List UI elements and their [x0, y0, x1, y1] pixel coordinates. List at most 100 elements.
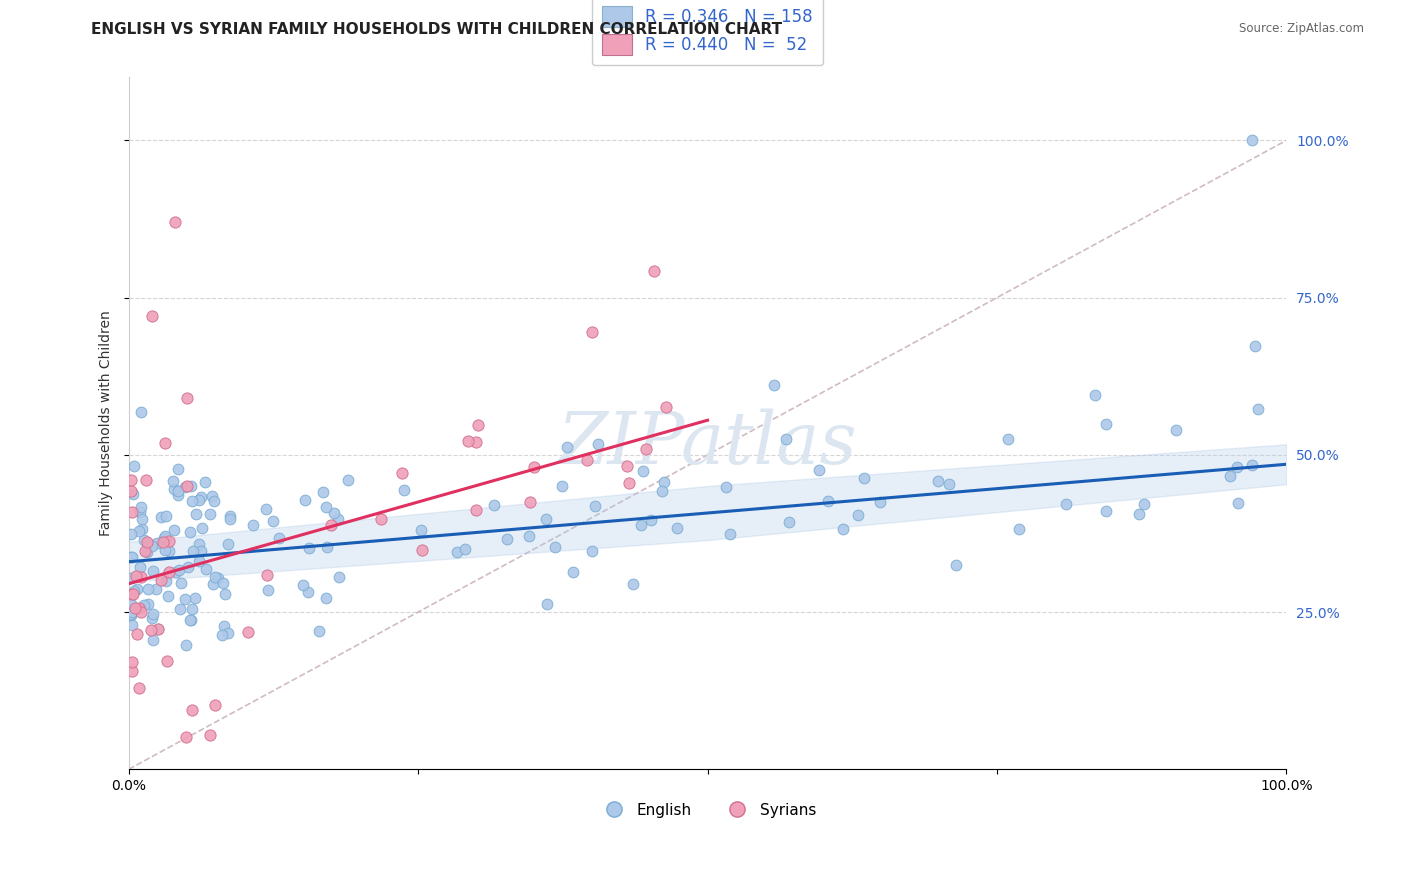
Point	[586, 437, 609, 451]
Point	[204, 698, 226, 712]
Point	[121, 664, 143, 678]
Point	[122, 487, 145, 501]
Point	[665, 521, 688, 535]
Point	[323, 506, 346, 520]
Point	[157, 566, 180, 580]
Point	[129, 405, 152, 419]
Point	[132, 598, 155, 612]
Point	[496, 532, 519, 546]
Point	[121, 618, 143, 632]
Point	[517, 528, 540, 542]
Point	[141, 539, 163, 553]
Text: ENGLISH VS SYRIAN FAMILY HOUSEHOLDS WITH CHILDREN CORRELATION CHART: ENGLISH VS SYRIAN FAMILY HOUSEHOLDS WITH…	[91, 22, 783, 37]
Text: Source: ZipAtlas.com: Source: ZipAtlas.com	[1239, 22, 1364, 36]
Point	[136, 597, 159, 611]
Point	[619, 476, 641, 491]
Point	[1247, 402, 1270, 417]
Point	[315, 540, 337, 554]
Point	[945, 558, 967, 572]
Point	[141, 611, 163, 625]
Point	[131, 522, 153, 536]
Point	[1132, 498, 1154, 512]
Point	[775, 432, 797, 446]
Point	[640, 513, 662, 527]
Point	[1240, 133, 1263, 147]
Point	[128, 601, 150, 615]
Point	[120, 526, 142, 541]
Point	[157, 534, 180, 549]
Point	[120, 571, 142, 585]
Point	[328, 512, 350, 526]
Point	[817, 494, 839, 508]
Point	[328, 570, 350, 584]
Point	[148, 622, 170, 636]
Point	[1240, 458, 1263, 472]
Point	[1008, 522, 1031, 536]
Point	[454, 542, 477, 557]
Point	[555, 440, 578, 454]
Point	[762, 377, 785, 392]
Point	[534, 512, 557, 526]
Point	[155, 543, 177, 558]
Point	[176, 638, 198, 652]
Point	[128, 524, 150, 538]
Point	[1244, 339, 1267, 353]
Point	[621, 577, 644, 591]
Point	[184, 507, 207, 521]
Point	[853, 471, 876, 485]
Point	[169, 601, 191, 615]
Point	[778, 515, 800, 529]
Point	[336, 473, 359, 487]
Point	[162, 482, 184, 496]
Point	[124, 600, 146, 615]
Point	[643, 264, 665, 278]
Point	[536, 597, 558, 611]
Point	[120, 607, 142, 622]
Point	[135, 535, 157, 549]
Point	[180, 602, 202, 616]
Point	[149, 509, 172, 524]
Point	[153, 529, 176, 543]
Point	[162, 474, 184, 488]
Point	[242, 518, 264, 533]
Point	[465, 435, 488, 450]
Point	[1095, 417, 1118, 431]
Point	[392, 483, 415, 497]
Point	[583, 500, 606, 514]
Point	[121, 505, 143, 519]
Point	[135, 473, 157, 487]
Point	[997, 432, 1019, 446]
Point	[142, 632, 165, 647]
Point	[128, 505, 150, 519]
Point	[187, 537, 209, 551]
Point	[927, 475, 949, 489]
Point	[714, 480, 737, 494]
Point	[207, 571, 229, 585]
Point	[121, 587, 143, 601]
Point	[155, 436, 177, 450]
Point	[159, 544, 181, 558]
Point	[1054, 497, 1077, 511]
Point	[120, 597, 142, 611]
Point	[467, 417, 489, 432]
Point	[1226, 460, 1249, 475]
Point	[156, 654, 179, 668]
Point	[129, 500, 152, 514]
Point	[141, 624, 163, 638]
Point	[129, 569, 152, 583]
Point	[718, 526, 741, 541]
Point	[581, 325, 603, 339]
Point	[165, 565, 187, 579]
Point	[142, 607, 165, 621]
Point	[312, 485, 335, 500]
Point	[195, 562, 218, 576]
Point	[122, 459, 145, 474]
Point	[616, 458, 638, 473]
Point	[145, 582, 167, 596]
Point	[204, 570, 226, 584]
Point	[179, 524, 201, 539]
Point	[120, 607, 142, 622]
Point	[200, 508, 222, 522]
Point	[190, 490, 212, 504]
Y-axis label: Family Households with Children: Family Households with Children	[100, 310, 114, 536]
